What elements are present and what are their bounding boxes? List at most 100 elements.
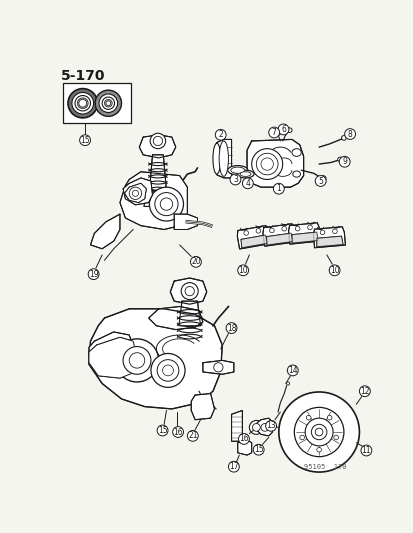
Circle shape <box>260 158 273 170</box>
Circle shape <box>95 90 121 116</box>
Polygon shape <box>120 172 187 230</box>
Circle shape <box>190 256 201 267</box>
Circle shape <box>358 386 369 397</box>
Circle shape <box>160 198 172 210</box>
Circle shape <box>249 421 263 434</box>
Ellipse shape <box>236 170 254 178</box>
Circle shape <box>260 424 268 431</box>
Polygon shape <box>237 225 269 249</box>
Circle shape <box>327 415 331 420</box>
Circle shape <box>299 435 304 440</box>
Circle shape <box>319 175 325 182</box>
Polygon shape <box>291 232 318 243</box>
Polygon shape <box>89 309 222 409</box>
Polygon shape <box>123 178 152 205</box>
Polygon shape <box>139 135 176 158</box>
Circle shape <box>344 128 355 140</box>
Polygon shape <box>90 214 120 249</box>
Polygon shape <box>191 393 214 419</box>
Ellipse shape <box>292 171 300 177</box>
Text: 12: 12 <box>359 387 369 395</box>
Circle shape <box>341 135 345 140</box>
Circle shape <box>243 231 248 235</box>
Circle shape <box>256 154 278 175</box>
Circle shape <box>339 156 349 167</box>
Polygon shape <box>89 332 135 374</box>
Circle shape <box>213 363 223 372</box>
Circle shape <box>332 229 337 233</box>
Circle shape <box>333 435 337 440</box>
Polygon shape <box>174 214 197 230</box>
Ellipse shape <box>230 167 244 173</box>
Circle shape <box>286 382 289 385</box>
Circle shape <box>129 353 145 368</box>
Circle shape <box>265 421 276 431</box>
Circle shape <box>251 149 282 180</box>
Text: 21: 21 <box>188 431 197 440</box>
Text: 8: 8 <box>347 130 351 139</box>
Circle shape <box>278 124 288 135</box>
Text: 17: 17 <box>228 462 238 471</box>
Text: 15: 15 <box>157 426 167 435</box>
Text: 7: 7 <box>271 128 276 137</box>
Text: 20: 20 <box>191 257 200 266</box>
Polygon shape <box>178 301 200 326</box>
Circle shape <box>316 447 320 452</box>
Circle shape <box>230 174 240 185</box>
Circle shape <box>268 127 279 138</box>
Circle shape <box>75 95 90 111</box>
Circle shape <box>278 392 358 472</box>
Circle shape <box>314 428 322 436</box>
Text: 15: 15 <box>253 445 263 454</box>
Circle shape <box>328 265 339 276</box>
Circle shape <box>242 178 253 189</box>
Text: 3: 3 <box>233 175 237 184</box>
Circle shape <box>102 97 114 109</box>
Text: 2: 2 <box>218 130 223 139</box>
Circle shape <box>275 131 280 135</box>
Text: 10: 10 <box>329 266 339 275</box>
Polygon shape <box>124 183 146 203</box>
Text: 19: 19 <box>88 270 98 279</box>
Circle shape <box>307 225 311 230</box>
Text: 5: 5 <box>318 176 322 185</box>
Circle shape <box>238 433 249 445</box>
Circle shape <box>360 445 371 456</box>
Text: 9: 9 <box>342 157 346 166</box>
Polygon shape <box>237 440 251 455</box>
Polygon shape <box>202 360 233 374</box>
Ellipse shape <box>291 149 301 156</box>
Circle shape <box>294 407 343 457</box>
Polygon shape <box>316 236 342 247</box>
Circle shape <box>154 192 178 216</box>
Circle shape <box>314 175 325 187</box>
Text: 95105  170: 95105 170 <box>303 464 345 470</box>
Polygon shape <box>148 306 202 329</box>
Polygon shape <box>89 337 137 378</box>
Circle shape <box>181 282 198 300</box>
Circle shape <box>79 99 86 107</box>
Circle shape <box>68 88 97 118</box>
Circle shape <box>228 461 239 472</box>
Text: 18: 18 <box>226 324 236 333</box>
Text: 16: 16 <box>173 427 183 437</box>
Circle shape <box>151 353 185 387</box>
Polygon shape <box>231 410 242 441</box>
Circle shape <box>287 365 297 376</box>
Ellipse shape <box>212 143 220 174</box>
Circle shape <box>162 365 173 376</box>
Circle shape <box>304 418 332 446</box>
Circle shape <box>115 339 158 382</box>
Polygon shape <box>170 278 206 304</box>
Polygon shape <box>256 418 272 436</box>
Polygon shape <box>266 233 292 245</box>
Circle shape <box>172 426 183 438</box>
Circle shape <box>104 99 112 107</box>
Circle shape <box>185 287 194 296</box>
Ellipse shape <box>240 172 250 176</box>
Text: 14: 14 <box>287 366 297 375</box>
Circle shape <box>88 269 99 280</box>
Circle shape <box>149 187 183 221</box>
Circle shape <box>129 187 141 199</box>
Circle shape <box>281 227 286 231</box>
